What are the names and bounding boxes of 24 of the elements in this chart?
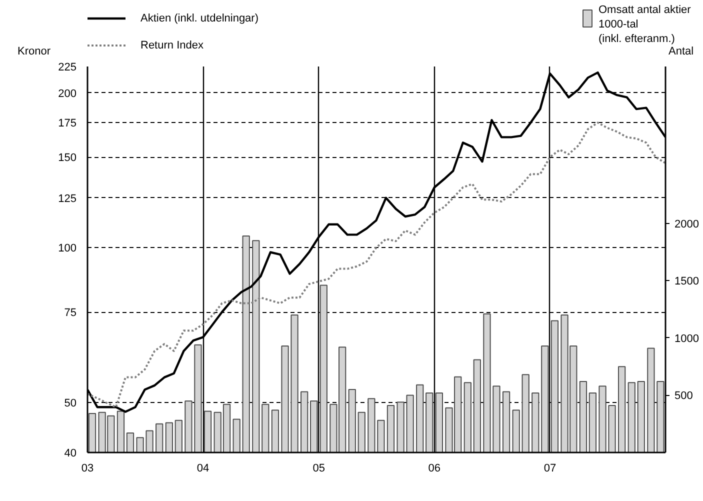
- y-axis-title: Kronor: [17, 46, 51, 58]
- y2-tick-label: 2000: [674, 218, 699, 230]
- legend-label: Omsatt antal aktier 1000-tal (inkl. efteranm.): [598, 4, 692, 45]
- y-tick-label: 125: [58, 192, 77, 205]
- y-tick-label: 200: [58, 88, 77, 100]
- x-tick-label: 05: [312, 462, 326, 474]
- x-tick-label: 03: [81, 462, 94, 474]
- y2-tick-label: 500: [674, 390, 693, 402]
- y-tick-label: 40: [64, 448, 77, 460]
- y-tick-label: 225: [58, 62, 77, 74]
- line-series: [88, 122, 666, 408]
- y-tick-label: 100: [58, 242, 77, 255]
- y-tick-label: 150: [58, 152, 77, 164]
- y2-tick-label: 1000: [674, 332, 699, 345]
- x-tick-label: 06: [428, 462, 441, 474]
- y-tick-label: 175: [58, 118, 77, 130]
- x-tick-label: 07: [544, 462, 556, 474]
- y2-tick-label: 1500: [674, 276, 699, 288]
- y2-axis-title: Antal: [668, 46, 694, 58]
- y-tick-label: 75: [64, 307, 77, 320]
- y-tick-label: 50: [64, 398, 77, 410]
- legend-label: Return Index: [140, 40, 204, 52]
- legend-label: Aktien (inkl. utdelningar): [140, 12, 259, 24]
- x-tick-label: 04: [196, 462, 210, 474]
